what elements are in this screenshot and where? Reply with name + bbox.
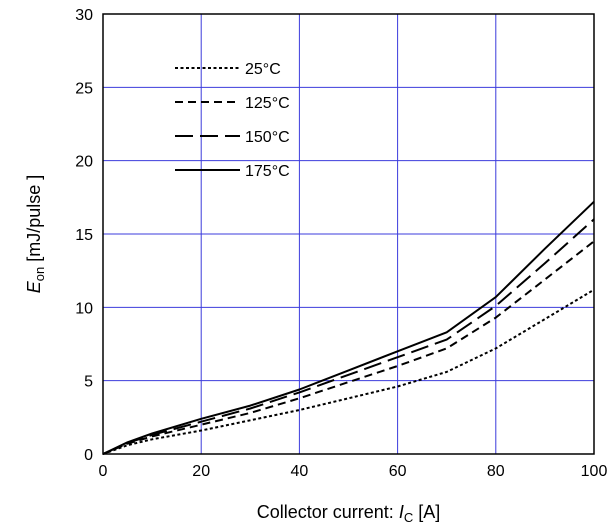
y-tick-label: 25 (75, 80, 93, 97)
y-tick-label: 20 (75, 154, 93, 171)
legend-label: 25°C (245, 61, 281, 78)
series-lines (102, 200, 595, 455)
y-axis-label-unit: [mJ/pulse ] (24, 175, 44, 267)
x-axis-label: Collector current: IC [A] (257, 502, 440, 525)
x-axis-label-unit: [A] (413, 502, 440, 522)
grid-lines (103, 14, 594, 454)
legend: 25°C 125°C 150°C 175°C (175, 61, 290, 180)
y-tick-label: 5 (84, 374, 93, 391)
y-axis-label: Eon [mJ/pulse ] (24, 175, 47, 294)
legend-label: 150°C (245, 129, 290, 146)
x-tick-label: 100 (581, 463, 608, 480)
y-tick-label: 15 (75, 227, 93, 244)
legend-label: 175°C (245, 163, 290, 180)
series-line-150C (102, 218, 595, 455)
x-axis-label-sub: C (404, 510, 413, 525)
y-axis-label-var: E (24, 280, 44, 293)
x-tick-label: 0 (99, 463, 108, 480)
x-axis-label-var: I (399, 502, 404, 522)
series-line-25C (102, 288, 595, 455)
y-tick-label: 10 (75, 300, 93, 317)
x-tick-label: 40 (291, 463, 309, 480)
plot-frame (102, 13, 595, 455)
x-tick-label: 60 (389, 463, 407, 480)
tick-labels: 0 20 40 60 80 100 0 5 10 15 20 25 30 (75, 7, 607, 480)
legend-label: 125°C (245, 95, 290, 112)
y-tick-label: 0 (84, 447, 93, 464)
x-axis-label-main: Collector current: (257, 502, 399, 522)
x-tick-label: 80 (487, 463, 505, 480)
y-axis-label-sub: on (32, 267, 47, 281)
series-line-175C (102, 200, 595, 455)
y-tick-label: 30 (75, 7, 93, 24)
x-tick-label: 20 (192, 463, 210, 480)
